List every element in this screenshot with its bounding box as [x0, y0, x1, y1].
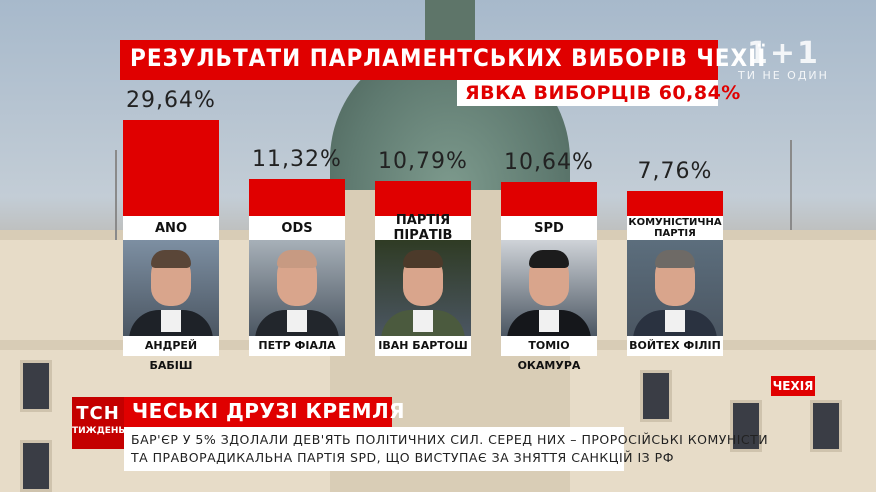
leader-photo: [375, 240, 471, 336]
leader-photo: [627, 240, 723, 336]
chart-subtitle: ЯВКА ВИБОРЦІВ 60,84%: [465, 82, 741, 104]
flagpole: [115, 150, 117, 240]
channel-watermark: 1+1 ТИ НЕ ОДИН: [738, 36, 829, 82]
bar-4: [501, 182, 597, 216]
party-name: SPD: [501, 216, 597, 240]
portrait-hair: [151, 250, 191, 268]
party-name: ПАРТІЯ ПІРАТІВ: [375, 213, 471, 243]
bar-value-label: 11,32%: [252, 147, 342, 172]
leader-photo: [123, 240, 219, 336]
leader-photo: [501, 240, 597, 336]
portrait-collar: [665, 310, 685, 332]
subtitle-bar: [457, 80, 718, 106]
bar-3: [375, 181, 471, 216]
building-window: [20, 440, 52, 492]
building-window: [810, 400, 842, 452]
leader-photo: [249, 240, 345, 336]
headline-bar: [124, 397, 392, 427]
channel-logo: 1+1: [747, 36, 820, 71]
leader-name: ПЕТР ФІАЛА: [249, 336, 345, 356]
building-window: [20, 360, 52, 412]
party-name: ANO: [123, 216, 219, 240]
chart-title: РЕЗУЛЬТАТИ ПАРЛАМЕНТСЬКИХ ВИБОРІВ ЧЕХІЇ: [130, 44, 767, 72]
bar-5: [627, 191, 723, 216]
portrait-collar: [413, 310, 433, 332]
leader-name: ВОЙТЕХ ФІЛІП: [627, 336, 723, 356]
portrait-hair: [403, 250, 443, 268]
bar-2: [249, 179, 345, 216]
ticker-line-2: ТА ПРАВОРАДИКАЛЬНА ПАРТІЯ SPD, ЩО ВИСТУП…: [131, 450, 674, 465]
headline: ЧЕСЬКІ ДРУЗІ КРЕМЛЯ: [132, 399, 406, 423]
party-name: ODS: [249, 216, 345, 240]
building-window: [730, 400, 762, 452]
portrait-hair: [277, 250, 317, 268]
flagpole: [790, 140, 792, 230]
leader-name: АНДРЕЙ БАБІШ: [123, 336, 219, 372]
party-card: ПАРТІЯ ПІРАТІВ ІВАН БАРТОШ: [375, 213, 471, 356]
portrait-hair: [529, 250, 569, 268]
bar-value-label: 29,64%: [126, 88, 216, 113]
program-logo-top: ТСН: [76, 403, 120, 424]
bar-value-label: 10,64%: [504, 150, 594, 175]
ticker-bar: [124, 427, 624, 471]
country-tag: ЧЕХІЯ: [771, 376, 815, 396]
bar-value-label: 10,79%: [378, 149, 468, 174]
party-card: ANO АНДРЕЙ БАБІШ: [123, 216, 219, 372]
portrait-collar: [161, 310, 181, 332]
party-card: КОМУНІСТИЧНА ПАРТІЯ ВОЙТЕХ ФІЛІП: [627, 216, 723, 356]
portrait-collar: [287, 310, 307, 332]
leader-name: ІВАН БАРТОШ: [375, 336, 471, 356]
ticker-line-1: БАР'ЄР У 5% ЗДОЛАЛИ ДЕВ'ЯТЬ ПОЛІТИЧНИХ С…: [131, 432, 769, 447]
program-logo: ТСН ТИЖДЕНЬ: [72, 397, 126, 449]
party-card: SPD ТОМІО ОКАМУРА: [501, 216, 597, 372]
leader-name: ТОМІО ОКАМУРА: [501, 336, 597, 372]
building-window: [640, 370, 672, 422]
channel-slogan: ТИ НЕ ОДИН: [738, 69, 829, 82]
ticker-text: БАР'ЄР У 5% ЗДОЛАЛИ ДЕВ'ЯТЬ ПОЛІТИЧНИХ С…: [131, 431, 768, 467]
party-card: ODS ПЕТР ФІАЛА: [249, 216, 345, 356]
bar-value-label: 7,76%: [637, 159, 713, 184]
program-logo-bottom: ТИЖДЕНЬ: [72, 426, 126, 436]
title-bar: [120, 40, 718, 80]
party-name: КОМУНІСТИЧНА ПАРТІЯ: [627, 216, 723, 240]
portrait-hair: [655, 250, 695, 268]
bar-1: [123, 120, 219, 216]
portrait-collar: [539, 310, 559, 332]
